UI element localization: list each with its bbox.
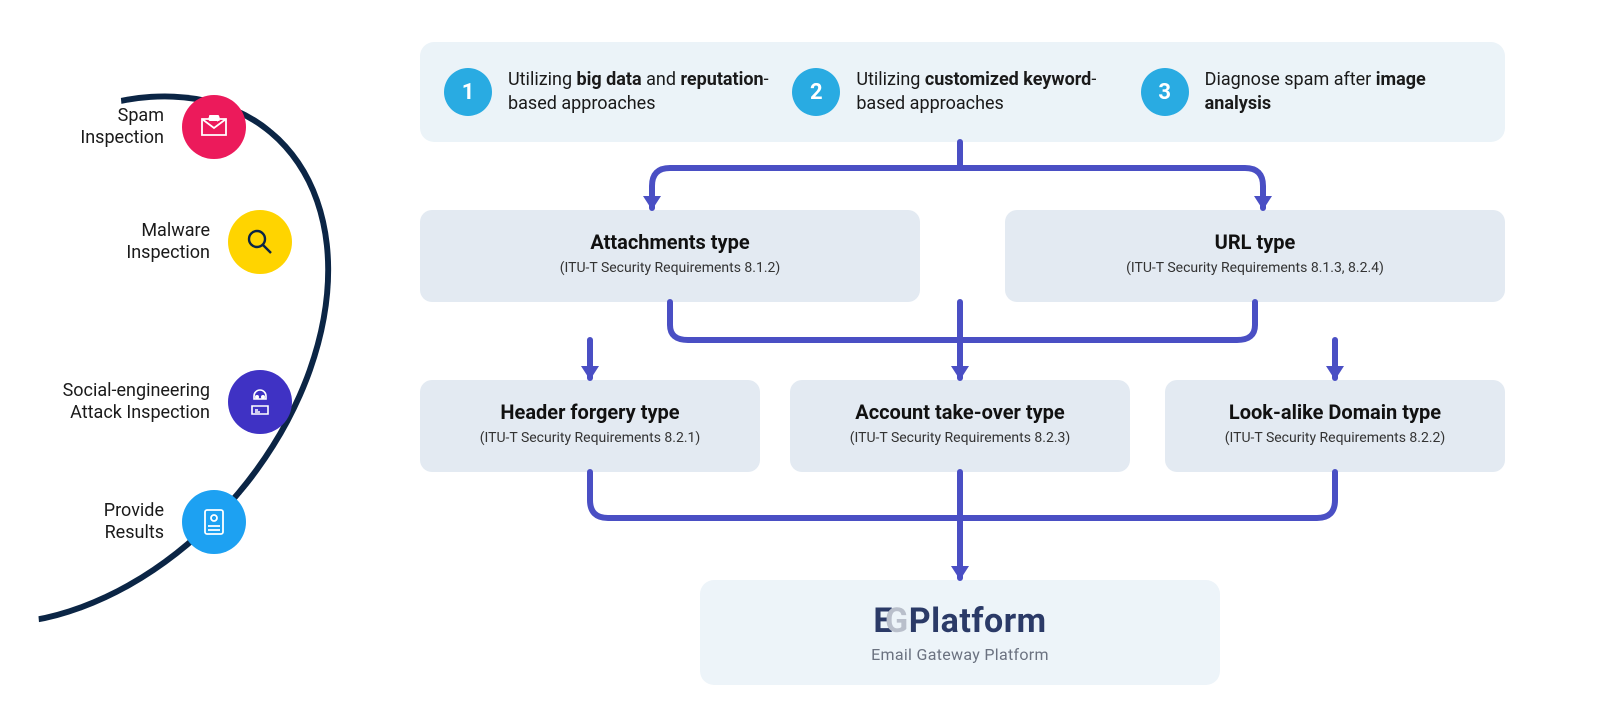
- logo-box: EGPlatform Email Gateway Platform: [700, 580, 1220, 685]
- nav-label: Social-engineeringAttack Inspection: [40, 380, 210, 425]
- box-title: URL type: [1017, 230, 1493, 254]
- approach-number: 3: [1141, 68, 1189, 116]
- box-title: Look-alike Domain type: [1177, 400, 1493, 424]
- row3-box-1: Account take-over type (ITU-T Security Re…: [790, 380, 1130, 472]
- approach-text: Diagnose spam after image analysis: [1205, 68, 1481, 117]
- nav-label: MalwareInspection: [40, 220, 210, 265]
- nav-label: ProvideResults: [0, 500, 164, 545]
- svg-text:SPAM: SPAM: [209, 117, 219, 121]
- logo-title: EGPlatform: [873, 601, 1046, 641]
- approach-text: Utilizing customized keyword-based appro…: [856, 68, 1132, 117]
- nav-item-report[interactable]: ProvideResults: [0, 490, 246, 554]
- approach-1: 1 Utilizing big data and reputation-base…: [444, 68, 784, 117]
- row3-box-0: Header forgery type (ITU-T Security Requi…: [420, 380, 760, 472]
- diagram-stage: SpamInspection SPAM MalwareInspection Socia…: [0, 0, 1600, 715]
- nav-item-hacker[interactable]: Social-engineeringAttack Inspection: [40, 370, 292, 434]
- nav-label: SpamInspection: [0, 105, 164, 150]
- magnify-icon: [228, 210, 292, 274]
- box-title: Account take-over type: [802, 400, 1118, 424]
- box-subtitle: (ITU-T Security Requirements 8.2.3): [802, 430, 1118, 446]
- box-subtitle: (ITU-T Security Requirements 8.2.2): [1177, 430, 1493, 446]
- approaches-strip: 1 Utilizing big data and reputation-base…: [420, 42, 1505, 142]
- nav-item-spam[interactable]: SpamInspection SPAM: [0, 95, 246, 159]
- box-subtitle: (ITU-T Security Requirements 8.2.1): [432, 430, 748, 446]
- logo-subtitle: Email Gateway Platform: [871, 645, 1049, 664]
- row2-box-0: Attachments type (ITU-T Security Requirem…: [420, 210, 920, 302]
- row2-box-1: URL type (ITU-T Security Requirements 8.1…: [1005, 210, 1505, 302]
- spam-icon: SPAM: [182, 95, 246, 159]
- approach-text: Utilizing big data and reputation-based …: [508, 68, 784, 117]
- box-title: Header forgery type: [432, 400, 748, 424]
- approach-number: 2: [792, 68, 840, 116]
- row3-box-2: Look-alike Domain type (ITU-T Security Re…: [1165, 380, 1505, 472]
- report-icon: [182, 490, 246, 554]
- box-subtitle: (ITU-T Security Requirements 8.1.3, 8.2.…: [1017, 260, 1493, 276]
- hacker-icon: [228, 370, 292, 434]
- nav-item-magnify[interactable]: MalwareInspection: [40, 210, 292, 274]
- approach-3: 3 Diagnose spam after image analysis: [1141, 68, 1481, 117]
- box-title: Attachments type: [432, 230, 908, 254]
- approach-2: 2 Utilizing customized keyword-based app…: [792, 68, 1132, 117]
- box-subtitle: (ITU-T Security Requirements 8.1.2): [432, 260, 908, 276]
- approach-number: 1: [444, 68, 492, 116]
